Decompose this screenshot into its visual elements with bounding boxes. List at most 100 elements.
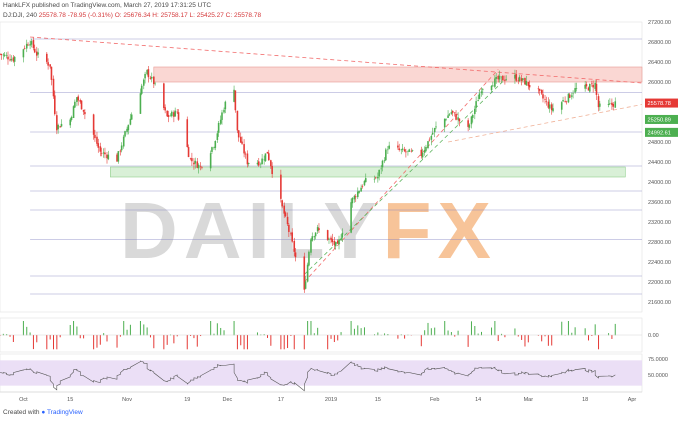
histogram-bar (470, 321, 472, 336)
histogram-bar (353, 328, 355, 336)
candle-body (421, 152, 424, 158)
candle-body (587, 87, 590, 91)
histogram-bar (337, 335, 339, 341)
candle-body (431, 132, 434, 135)
footer-brand[interactable]: TradingView (46, 409, 83, 416)
candle-body (490, 85, 493, 91)
candle-body (401, 148, 404, 150)
x-tick-label: 18 (582, 397, 588, 403)
candle-body (96, 136, 98, 144)
price-label: 25578.78 (648, 101, 671, 107)
histogram-bar (46, 335, 48, 350)
candle-body (306, 264, 309, 282)
candle-body (247, 163, 250, 164)
candle-body (13, 56, 16, 62)
candle-body (144, 73, 146, 79)
histogram-bar (210, 321, 212, 336)
histogram-bar (517, 335, 519, 337)
candle-body (164, 107, 166, 111)
histogram-bar (303, 335, 305, 350)
y-tick-label: 22800.00 (648, 240, 671, 246)
histogram-bar (267, 335, 268, 338)
candle-body (280, 174, 282, 199)
candle-body (107, 154, 110, 160)
y-tick-label: 23200.00 (648, 220, 671, 226)
candle-body (592, 84, 594, 88)
price-label-box (645, 98, 678, 108)
candle-body (326, 230, 329, 241)
price-label: 25250.89 (648, 117, 671, 123)
histogram-bar (317, 327, 319, 336)
histogram-bar (454, 335, 456, 337)
histogram-bar (79, 335, 81, 339)
histogram-bar (93, 335, 95, 350)
candle-body (547, 101, 550, 108)
candles-group (0, 37, 617, 293)
histogram-bar (129, 324, 131, 336)
candle-body (595, 83, 598, 95)
candle-body (9, 59, 11, 61)
candle-body (33, 48, 36, 53)
candle-body (474, 108, 476, 115)
x-tick-label: 14 (475, 397, 481, 403)
candle-body (201, 167, 203, 168)
histogram-bar (427, 322, 429, 336)
candle-body (336, 240, 339, 244)
candle-body (270, 160, 272, 167)
candle-body (341, 232, 344, 238)
candle-body (257, 161, 260, 166)
candle-body (243, 144, 245, 154)
histogram-bar (481, 331, 482, 336)
histogram-bar (494, 321, 496, 336)
histogram-bar (377, 332, 379, 336)
candle-body (520, 78, 523, 81)
histogram-bar (561, 321, 563, 336)
histogram-bar (501, 333, 503, 336)
candle-body (216, 133, 219, 141)
symbol-label[interactable]: DJ:DJI, 240 (3, 12, 37, 19)
histogram-bar (614, 323, 616, 336)
candle-body (187, 147, 190, 158)
histogram-bar (76, 326, 78, 336)
candle-body (221, 112, 223, 120)
candle-body (477, 100, 479, 102)
candle-body (213, 147, 215, 149)
histogram-bar (514, 328, 516, 336)
candle-body (217, 123, 220, 133)
candle-body (575, 88, 578, 89)
candle-body (106, 154, 108, 159)
candle-body (50, 66, 53, 80)
candle-body (538, 88, 541, 91)
histogram-bar (73, 321, 75, 336)
candle-body (294, 252, 297, 258)
histogram-bar (474, 326, 476, 336)
candle-body (358, 190, 360, 193)
candle-body (560, 102, 563, 110)
histogram-bar (32, 335, 34, 350)
x-tick-label: Oct (19, 397, 28, 403)
histogram-bar (290, 335, 292, 337)
histogram-bar (541, 335, 543, 342)
candle-body (124, 131, 126, 137)
candle-body (494, 78, 496, 87)
histogram-bar (176, 335, 178, 337)
candle-body (7, 56, 9, 60)
candle-body (313, 236, 316, 238)
candle-body (522, 78, 524, 81)
candle-body (92, 114, 95, 135)
histogram-bar (307, 321, 309, 336)
candle-body (435, 126, 437, 128)
candle-body (331, 238, 334, 243)
candle-body (515, 74, 518, 81)
candle-body (199, 165, 202, 167)
histogram-bar (36, 335, 38, 343)
histogram-bar (143, 324, 145, 336)
candle-body (126, 128, 128, 132)
candle-body (528, 85, 531, 88)
author-link[interactable]: HankLFX (3, 2, 31, 9)
histogram-bar (9, 335, 11, 337)
trend-line-rise-lower (304, 79, 506, 275)
candle-body (189, 158, 192, 159)
histogram-bar (547, 335, 549, 346)
